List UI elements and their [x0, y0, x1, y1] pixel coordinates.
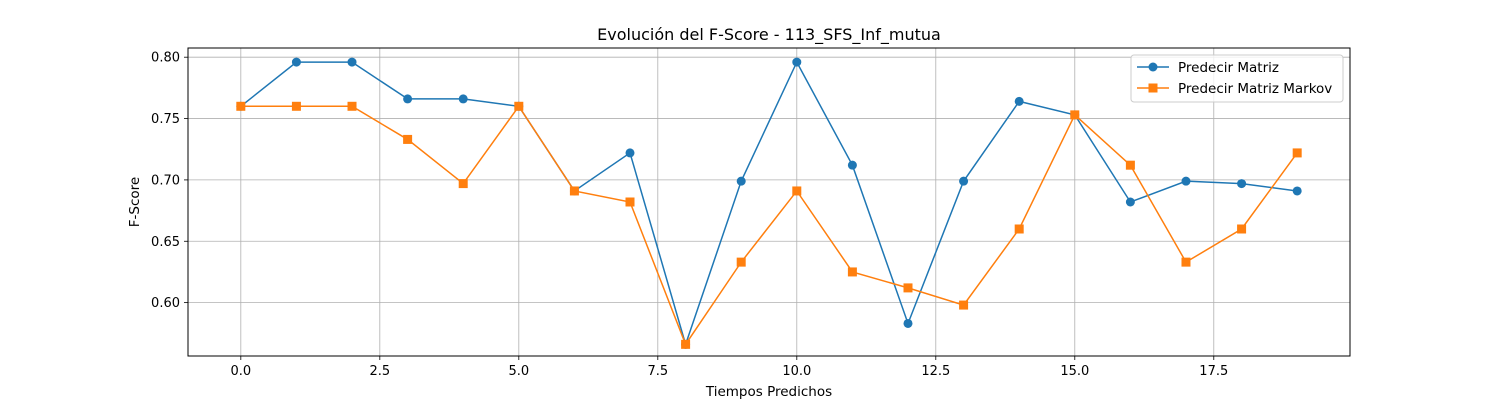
legend-marker-predecir-matriz	[1148, 62, 1158, 72]
data-point-predecir-matriz	[792, 57, 802, 67]
plot-area-frame	[187, 47, 1351, 357]
y-axis-label: F-Score	[127, 177, 143, 227]
y-tick-label: 0.60	[151, 296, 180, 311]
data-point-predecir-matriz-markov	[847, 267, 857, 277]
data-point-predecir-matriz	[347, 57, 357, 67]
legend-box	[1130, 54, 1344, 103]
data-point-predecir-matriz	[959, 176, 969, 186]
data-point-predecir-matriz-markov	[903, 283, 913, 293]
y-tick-label: 0.65	[151, 235, 180, 250]
data-point-predecir-matriz-markov	[1125, 160, 1135, 170]
data-point-predecir-matriz	[291, 57, 301, 67]
x-tick-label: 2.5	[369, 364, 390, 379]
data-point-predecir-matriz-markov	[403, 134, 413, 144]
data-point-predecir-matriz-markov	[959, 300, 969, 310]
data-point-predecir-matriz	[847, 160, 857, 170]
data-point-predecir-matriz	[403, 94, 413, 104]
x-axis-ticks: 0.0 2.5 5.0 7.5 10.0 12.5 15.0 17.5	[230, 356, 1228, 379]
x-tick-label: 17.5	[1199, 364, 1228, 379]
data-point-predecir-matriz-markov	[291, 101, 301, 111]
x-tick-label: 12.5	[921, 364, 950, 379]
series-line-predecir-matriz-markov	[240, 104, 1298, 346]
y-tick-label: 0.80	[151, 51, 180, 66]
legend-label-predecir-matriz: Predecir Matriz	[1178, 60, 1279, 76]
series-line-predecir-matriz	[240, 60, 1298, 347]
legend-label-predecir-matriz-markov: Predecir Matriz Markov	[1178, 81, 1332, 97]
x-tick-label: 5.0	[508, 364, 529, 379]
y-tick-label: 0.75	[151, 112, 180, 127]
y-axis-ticks: 0.60 0.65 0.70 0.75 0.80	[151, 51, 188, 311]
chart-title: Evolución del F-Score - 113_SFS_Inf_mutu…	[597, 25, 941, 45]
data-point-predecir-matriz-markov	[458, 179, 468, 189]
legend: Predecir Matriz Predecir Matriz Markov	[1130, 54, 1344, 103]
data-point-predecir-matriz	[1125, 197, 1135, 207]
data-point-predecir-matriz-markov	[1070, 110, 1080, 120]
series-lines	[236, 57, 1302, 349]
data-point-predecir-matriz-markov	[681, 339, 691, 349]
data-point-predecir-matriz-markov	[1014, 224, 1024, 234]
x-tick-label: 10.0	[782, 364, 811, 379]
data-point-predecir-matriz	[1181, 176, 1191, 186]
data-point-predecir-matriz	[903, 318, 913, 328]
data-point-predecir-matriz	[458, 94, 468, 104]
x-tick-label: 7.5	[647, 364, 668, 379]
data-point-predecir-matriz	[1237, 179, 1247, 189]
data-point-predecir-matriz-markov	[347, 101, 357, 111]
x-tick-label: 0.0	[230, 364, 251, 379]
data-point-predecir-matriz	[736, 176, 746, 186]
legend-marker-predecir-matriz-markov	[1148, 83, 1158, 93]
data-point-predecir-matriz	[625, 148, 635, 158]
data-point-predecir-matriz-markov	[514, 101, 524, 111]
data-point-predecir-matriz-markov	[236, 101, 246, 111]
data-point-predecir-matriz-markov	[625, 197, 635, 207]
data-point-predecir-matriz-markov	[792, 186, 802, 196]
y-tick-label: 0.70	[151, 173, 180, 188]
data-point-predecir-matriz-markov	[1237, 224, 1247, 234]
data-point-predecir-matriz	[1292, 186, 1302, 196]
data-point-predecir-matriz-markov	[1181, 257, 1191, 267]
x-axis-label: Tiempos Predichos	[705, 384, 832, 400]
data-point-predecir-matriz-markov	[1292, 148, 1302, 158]
data-point-predecir-matriz-markov	[569, 186, 579, 196]
x-tick-label: 15.0	[1060, 364, 1089, 379]
data-point-predecir-matriz-markov	[736, 257, 746, 267]
data-point-predecir-matriz	[1014, 96, 1024, 106]
